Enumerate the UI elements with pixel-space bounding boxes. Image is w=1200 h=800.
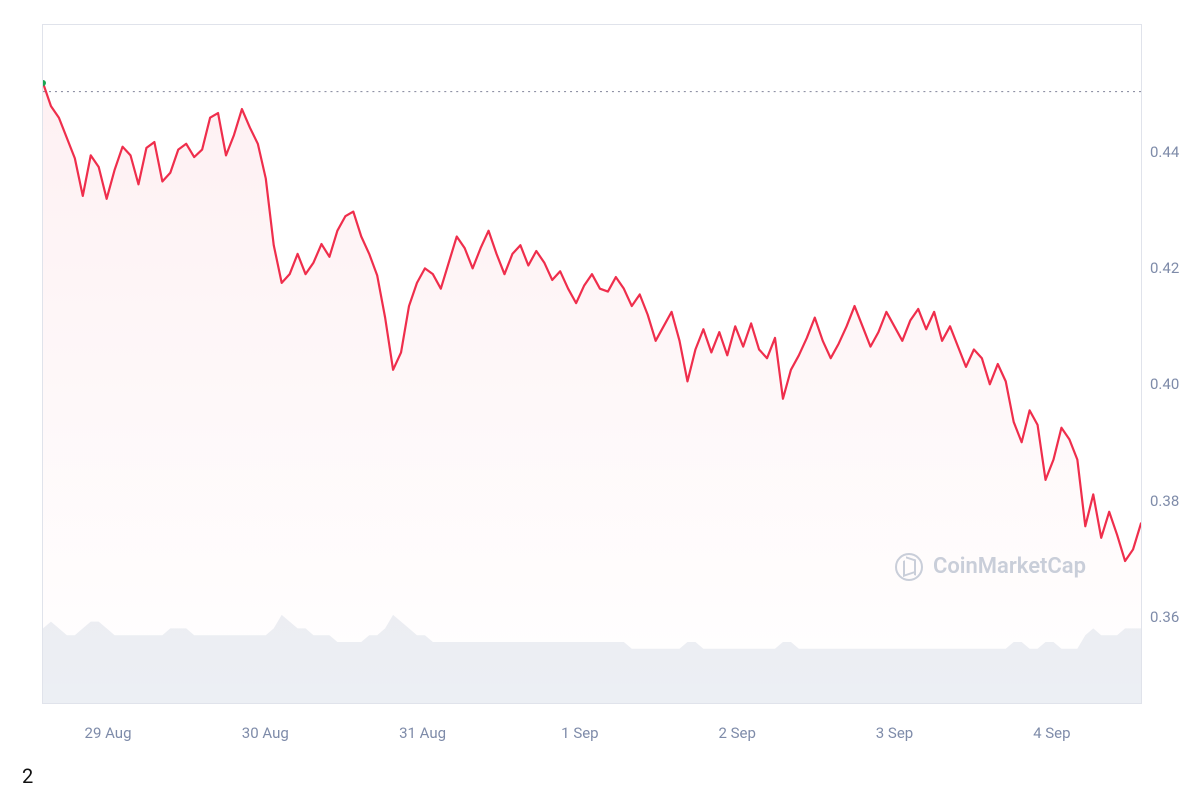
x-tick-label: 29 Aug — [85, 724, 132, 742]
start-marker — [43, 80, 46, 86]
x-tick-label: 2 Sep — [718, 724, 755, 742]
chart-frame: CoinMarketCap — [42, 24, 1142, 704]
x-tick-label: 31 Aug — [399, 724, 446, 742]
x-tick-label: 1 Sep — [561, 724, 598, 742]
y-tick-label: 0.42 — [1150, 259, 1179, 277]
watermark: CoinMarketCap — [895, 553, 1086, 581]
y-tick-label: 0.40 — [1150, 375, 1179, 393]
chart-container: CoinMarketCap 0.36 0.38 0.40 0.42 0.44 29 Au… — [0, 0, 1200, 800]
x-tick-label: 4 Sep — [1033, 724, 1070, 742]
price-chart-svg — [43, 25, 1141, 703]
x-axis: 29 Aug 30 Aug 31 Aug 1 Sep 2 Sep 3 Sep 4 Sep — [42, 712, 1142, 752]
watermark-text: CoinMarketCap — [933, 554, 1086, 579]
x-tick-label: 3 Sep — [876, 724, 913, 742]
y-tick-label: 0.36 — [1150, 608, 1179, 626]
price-area-fill — [43, 83, 1141, 703]
y-tick-label: 0.44 — [1150, 143, 1179, 161]
y-tick-label: 0.38 — [1150, 492, 1179, 510]
x-tick-label: 30 Aug — [242, 724, 289, 742]
y-axis: 0.36 0.38 0.40 0.42 0.44 — [1150, 24, 1200, 704]
footnote-label: 2 — [22, 764, 33, 788]
coinmarketcap-logo-icon — [895, 553, 923, 581]
